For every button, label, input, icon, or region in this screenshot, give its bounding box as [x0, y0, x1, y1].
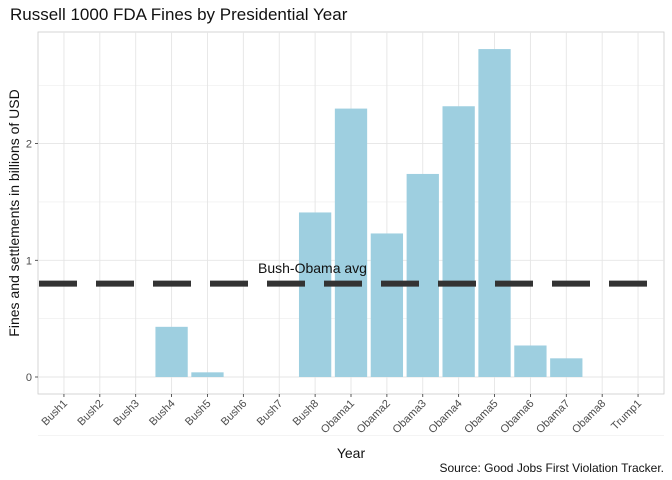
x-axis-title: Year — [337, 445, 366, 461]
x-tick-label: Obama3 — [391, 398, 429, 436]
bar-Obama7 — [550, 358, 583, 377]
bar-Obama1 — [334, 108, 368, 377]
x-tick-label: Bush4 — [147, 398, 178, 429]
bar-Obama4 — [442, 106, 475, 378]
x-tick-label: Obama7 — [534, 398, 572, 436]
x-tick-label: Obama2 — [355, 398, 393, 436]
x-tick-label: Bush2 — [75, 398, 106, 429]
source-caption: Source: Good Jobs First Violation Tracke… — [439, 461, 664, 475]
bar-Bush5 — [191, 372, 224, 377]
y-tick-label: 0 — [26, 372, 32, 384]
bar-Obama2 — [370, 233, 404, 377]
x-tick-label: Bush3 — [111, 398, 142, 429]
y-tick-label: 1 — [26, 255, 32, 267]
x-tick-label: Bush5 — [183, 398, 214, 429]
x-tick-label: Obama5 — [462, 398, 500, 436]
bar-Bush4 — [155, 326, 188, 377]
bar-Obama5 — [478, 49, 511, 377]
reference-line-group: Bush-Obama avg — [39, 260, 663, 287]
x-tick-label: Obama8 — [570, 398, 608, 436]
x-tick-label: Bush8 — [291, 398, 322, 429]
bars — [155, 49, 583, 378]
x-tick-label: Obama4 — [426, 398, 464, 436]
bar-Obama3 — [406, 173, 439, 377]
x-tick-label: Trump1 — [609, 398, 644, 433]
bar-Obama6 — [514, 345, 547, 377]
x-tick-label: Obama6 — [498, 398, 536, 436]
x-tick-labels: Bush1 Bush2 Bush3 Bush4 Bush5 Bush6 Bush7 Bush8… — [40, 394, 644, 436]
reference-line-label: Bush-Obama avg — [258, 260, 367, 276]
bar-Bush8 — [298, 212, 332, 377]
x-tick-label: Bush7 — [255, 398, 286, 429]
x-tick-label: Bush6 — [219, 398, 250, 429]
y-tick-labels: 0 1 2 — [26, 139, 38, 384]
y-tick-label: 2 — [26, 139, 32, 151]
y-axis-title: Fines and settlements in billions of USD — [6, 89, 22, 336]
chart-title: Russell 1000 FDA Fines by Presidential Y… — [10, 5, 348, 24]
x-tick-label: Bush1 — [40, 398, 71, 429]
x-tick-label: Obama1 — [319, 398, 357, 436]
